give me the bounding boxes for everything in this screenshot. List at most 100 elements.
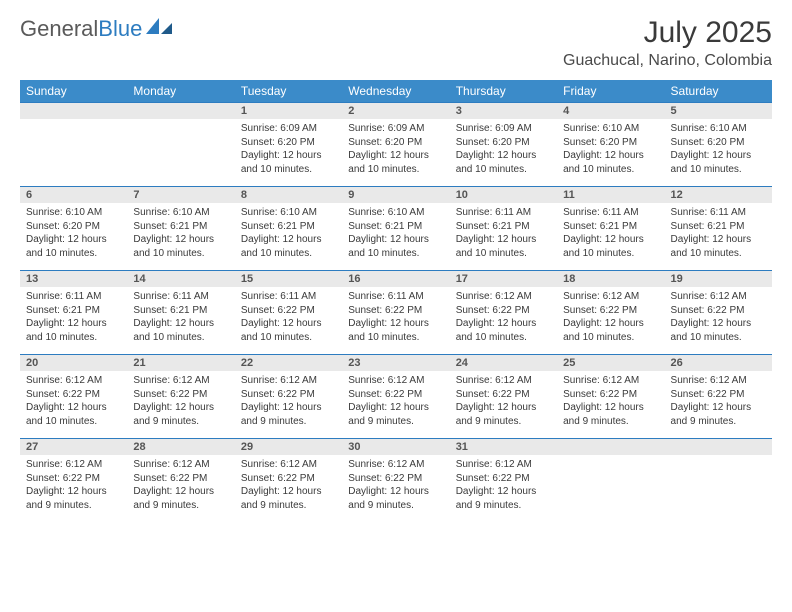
calendar-cell: 8Sunrise: 6:10 AMSunset: 6:21 PMDaylight… xyxy=(235,187,342,271)
calendar-cell: 6Sunrise: 6:10 AMSunset: 6:20 PMDaylight… xyxy=(20,187,127,271)
day-header: Friday xyxy=(557,80,664,103)
day-number: 13 xyxy=(20,271,127,287)
day-number: 19 xyxy=(665,271,772,287)
day-body: Sunrise: 6:12 AMSunset: 6:22 PMDaylight:… xyxy=(235,371,342,438)
day-number: 2 xyxy=(342,103,449,119)
day-number xyxy=(557,439,664,455)
day-body: Sunrise: 6:10 AMSunset: 6:21 PMDaylight:… xyxy=(342,203,449,270)
day-body: Sunrise: 6:10 AMSunset: 6:21 PMDaylight:… xyxy=(127,203,234,270)
day-number: 1 xyxy=(235,103,342,119)
calendar-cell: 31Sunrise: 6:12 AMSunset: 6:22 PMDayligh… xyxy=(450,439,557,523)
day-body: Sunrise: 6:12 AMSunset: 6:22 PMDaylight:… xyxy=(665,287,772,354)
calendar-cell: 17Sunrise: 6:12 AMSunset: 6:22 PMDayligh… xyxy=(450,271,557,355)
day-body: Sunrise: 6:12 AMSunset: 6:22 PMDaylight:… xyxy=(342,371,449,438)
day-body: Sunrise: 6:12 AMSunset: 6:22 PMDaylight:… xyxy=(665,371,772,438)
day-body: Sunrise: 6:12 AMSunset: 6:22 PMDaylight:… xyxy=(127,455,234,522)
calendar-cell: 27Sunrise: 6:12 AMSunset: 6:22 PMDayligh… xyxy=(20,439,127,523)
calendar-cell xyxy=(20,103,127,187)
day-number xyxy=(127,103,234,119)
calendar-body: 1Sunrise: 6:09 AMSunset: 6:20 PMDaylight… xyxy=(20,103,772,523)
day-body: Sunrise: 6:12 AMSunset: 6:22 PMDaylight:… xyxy=(20,455,127,522)
day-number: 12 xyxy=(665,187,772,203)
day-body: Sunrise: 6:12 AMSunset: 6:22 PMDaylight:… xyxy=(450,455,557,522)
day-number: 3 xyxy=(450,103,557,119)
day-number: 16 xyxy=(342,271,449,287)
calendar-cell: 15Sunrise: 6:11 AMSunset: 6:22 PMDayligh… xyxy=(235,271,342,355)
calendar-cell: 19Sunrise: 6:12 AMSunset: 6:22 PMDayligh… xyxy=(665,271,772,355)
day-body: Sunrise: 6:12 AMSunset: 6:22 PMDaylight:… xyxy=(20,371,127,438)
day-body xyxy=(665,455,772,513)
calendar-cell: 26Sunrise: 6:12 AMSunset: 6:22 PMDayligh… xyxy=(665,355,772,439)
calendar-cell: 1Sunrise: 6:09 AMSunset: 6:20 PMDaylight… xyxy=(235,103,342,187)
day-body: Sunrise: 6:12 AMSunset: 6:22 PMDaylight:… xyxy=(235,455,342,522)
calendar-cell: 3Sunrise: 6:09 AMSunset: 6:20 PMDaylight… xyxy=(450,103,557,187)
day-body: Sunrise: 6:12 AMSunset: 6:22 PMDaylight:… xyxy=(557,371,664,438)
day-number: 6 xyxy=(20,187,127,203)
day-body: Sunrise: 6:12 AMSunset: 6:22 PMDaylight:… xyxy=(127,371,234,438)
calendar-cell: 25Sunrise: 6:12 AMSunset: 6:22 PMDayligh… xyxy=(557,355,664,439)
day-body: Sunrise: 6:09 AMSunset: 6:20 PMDaylight:… xyxy=(235,119,342,186)
day-number: 10 xyxy=(450,187,557,203)
day-number: 28 xyxy=(127,439,234,455)
calendar-cell xyxy=(557,439,664,523)
day-number: 14 xyxy=(127,271,234,287)
day-body xyxy=(127,119,234,177)
sail-icon xyxy=(146,16,174,42)
month-title: July 2025 xyxy=(563,16,772,50)
calendar-week-row: 13Sunrise: 6:11 AMSunset: 6:21 PMDayligh… xyxy=(20,271,772,355)
calendar-cell: 9Sunrise: 6:10 AMSunset: 6:21 PMDaylight… xyxy=(342,187,449,271)
day-header: Tuesday xyxy=(235,80,342,103)
day-body xyxy=(20,119,127,177)
day-body: Sunrise: 6:12 AMSunset: 6:22 PMDaylight:… xyxy=(557,287,664,354)
day-body: Sunrise: 6:09 AMSunset: 6:20 PMDaylight:… xyxy=(450,119,557,186)
day-number: 5 xyxy=(665,103,772,119)
day-body: Sunrise: 6:11 AMSunset: 6:22 PMDaylight:… xyxy=(342,287,449,354)
calendar-cell: 22Sunrise: 6:12 AMSunset: 6:22 PMDayligh… xyxy=(235,355,342,439)
day-number xyxy=(665,439,772,455)
calendar-cell: 14Sunrise: 6:11 AMSunset: 6:21 PMDayligh… xyxy=(127,271,234,355)
calendar-week-row: 6Sunrise: 6:10 AMSunset: 6:20 PMDaylight… xyxy=(20,187,772,271)
day-number: 27 xyxy=(20,439,127,455)
day-number: 24 xyxy=(450,355,557,371)
day-number: 30 xyxy=(342,439,449,455)
calendar-cell: 23Sunrise: 6:12 AMSunset: 6:22 PMDayligh… xyxy=(342,355,449,439)
header: GeneralBlue July 2025 Guachucal, Narino,… xyxy=(20,16,772,70)
calendar-cell: 24Sunrise: 6:12 AMSunset: 6:22 PMDayligh… xyxy=(450,355,557,439)
day-number: 8 xyxy=(235,187,342,203)
calendar-cell xyxy=(665,439,772,523)
day-body: Sunrise: 6:11 AMSunset: 6:21 PMDaylight:… xyxy=(665,203,772,270)
day-body: Sunrise: 6:12 AMSunset: 6:22 PMDaylight:… xyxy=(450,371,557,438)
calendar-cell: 28Sunrise: 6:12 AMSunset: 6:22 PMDayligh… xyxy=(127,439,234,523)
calendar-cell: 2Sunrise: 6:09 AMSunset: 6:20 PMDaylight… xyxy=(342,103,449,187)
calendar-cell: 13Sunrise: 6:11 AMSunset: 6:21 PMDayligh… xyxy=(20,271,127,355)
calendar-cell: 18Sunrise: 6:12 AMSunset: 6:22 PMDayligh… xyxy=(557,271,664,355)
day-header: Saturday xyxy=(665,80,772,103)
logo-word-general: General xyxy=(20,16,98,42)
calendar-cell: 16Sunrise: 6:11 AMSunset: 6:22 PMDayligh… xyxy=(342,271,449,355)
day-number: 9 xyxy=(342,187,449,203)
calendar-cell xyxy=(127,103,234,187)
day-number xyxy=(20,103,127,119)
day-body: Sunrise: 6:10 AMSunset: 6:21 PMDaylight:… xyxy=(235,203,342,270)
calendar-cell: 11Sunrise: 6:11 AMSunset: 6:21 PMDayligh… xyxy=(557,187,664,271)
day-header: Thursday xyxy=(450,80,557,103)
day-number: 7 xyxy=(127,187,234,203)
day-number: 21 xyxy=(127,355,234,371)
day-body: Sunrise: 6:11 AMSunset: 6:21 PMDaylight:… xyxy=(557,203,664,270)
day-body: Sunrise: 6:12 AMSunset: 6:22 PMDaylight:… xyxy=(450,287,557,354)
day-body: Sunrise: 6:12 AMSunset: 6:22 PMDaylight:… xyxy=(342,455,449,522)
calendar-cell: 10Sunrise: 6:11 AMSunset: 6:21 PMDayligh… xyxy=(450,187,557,271)
day-number: 29 xyxy=(235,439,342,455)
calendar-cell: 20Sunrise: 6:12 AMSunset: 6:22 PMDayligh… xyxy=(20,355,127,439)
calendar-cell: 5Sunrise: 6:10 AMSunset: 6:20 PMDaylight… xyxy=(665,103,772,187)
day-number: 25 xyxy=(557,355,664,371)
day-body: Sunrise: 6:10 AMSunset: 6:20 PMDaylight:… xyxy=(557,119,664,186)
location-text: Guachucal, Narino, Colombia xyxy=(563,52,772,70)
day-body: Sunrise: 6:10 AMSunset: 6:20 PMDaylight:… xyxy=(665,119,772,186)
day-number: 11 xyxy=(557,187,664,203)
day-body: Sunrise: 6:11 AMSunset: 6:21 PMDaylight:… xyxy=(127,287,234,354)
day-body: Sunrise: 6:11 AMSunset: 6:21 PMDaylight:… xyxy=(450,203,557,270)
calendar-cell: 7Sunrise: 6:10 AMSunset: 6:21 PMDaylight… xyxy=(127,187,234,271)
day-number: 22 xyxy=(235,355,342,371)
day-number: 26 xyxy=(665,355,772,371)
